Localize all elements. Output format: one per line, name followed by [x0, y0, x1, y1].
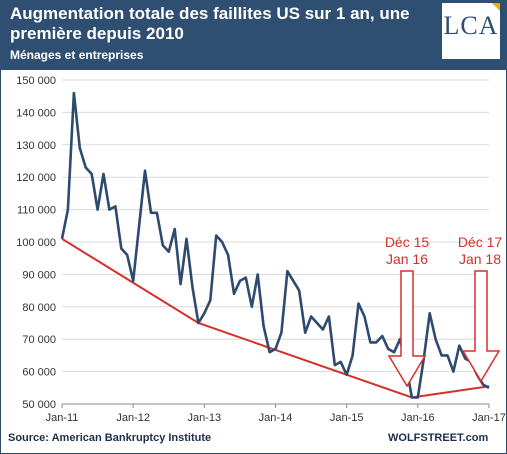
y-tick-label: 110 000: [17, 205, 56, 217]
x-tick-label: Jan-12: [116, 412, 150, 424]
y-tick-label: 90 000: [22, 269, 56, 281]
annotation-dec17-line2: Jan 18: [458, 251, 502, 267]
logo-corner-mark: [492, 3, 500, 11]
chart-title: Augmentation totale des faillites US sur…: [10, 4, 410, 43]
x-tick-label: Jan-13: [188, 412, 222, 424]
line-chart: 50 000 60 000 70 000 80 000 90 000 100 000 110…: [16, 75, 506, 424]
y-tick-label: 60 000: [22, 367, 56, 379]
chart-subtitle: Ménages et entreprises: [10, 48, 144, 62]
y-tick-label: 120 000: [16, 172, 56, 184]
x-tick-label: Jan-16: [401, 412, 435, 424]
annotation-dec17-line1: Déc 17: [457, 234, 503, 250]
x-tick-label: Jan-15: [330, 412, 364, 424]
trend-line: [61, 237, 490, 399]
chart-header: Augmentation totale des faillites US sur…: [0, 0, 507, 70]
logo-text: LCA: [443, 11, 499, 40]
credit-note: WOLFSTREET.com: [388, 432, 489, 444]
y-tick-label: 140 000: [16, 107, 56, 119]
y-tick-label: 130 000: [16, 140, 56, 152]
annotation-dec15-line1: Déc 15: [384, 234, 430, 250]
y-tick-label: 80 000: [22, 302, 56, 314]
lca-logo: LCA: [442, 3, 500, 59]
x-tick-label: Jan-17: [472, 412, 506, 424]
down-arrow-dec17: [461, 270, 501, 383]
source-note: Source: American Bankruptcy Institute: [8, 432, 212, 444]
y-tick-label: 100 000: [16, 237, 56, 249]
y-tick-label: 50 000: [22, 399, 56, 411]
series-line: [60, 91, 490, 399]
plot-area: 50 000 60 000 70 000 80 000 90 000 100 000 110…: [0, 70, 507, 454]
annotation-dec15: Déc 15 Jan 16: [382, 234, 432, 268]
y-tick-label: 150 000: [16, 75, 56, 87]
x-tick-label: Jan-11: [46, 412, 79, 424]
y-tick-label: 70 000: [22, 334, 56, 346]
annotation-dec15-line2: Jan 16: [385, 251, 429, 267]
x-tick-label: Jan-14: [259, 412, 293, 424]
down-arrow-dec15: [387, 270, 427, 388]
annotation-dec17: Déc 17 Jan 18: [455, 234, 505, 268]
